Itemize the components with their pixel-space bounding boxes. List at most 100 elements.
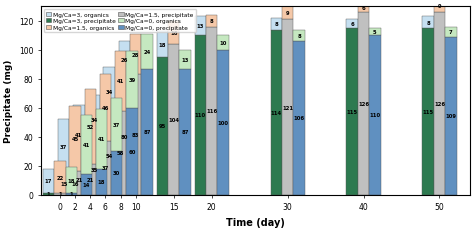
Bar	[168, 45, 180, 195]
Bar	[206, 27, 218, 195]
Bar	[156, 58, 168, 195]
Text: 21: 21	[87, 177, 94, 182]
Text: 1: 1	[58, 191, 62, 197]
Text: 114: 114	[271, 110, 282, 115]
Text: 18: 18	[98, 179, 105, 184]
Bar	[206, 16, 218, 27]
Bar	[115, 111, 126, 195]
Bar	[156, 32, 168, 58]
Bar	[73, 105, 84, 164]
Bar	[141, 35, 153, 69]
Text: 1: 1	[69, 191, 73, 197]
Text: 34: 34	[106, 90, 113, 95]
Legend: Mg/Ca=3, organics, Mg/Ca=3, precipitate, Mg/Ca=1.5, organics, Mg/Ca=1.5, precipi: Mg/Ca=3, organics, Mg/Ca=3, precipitate,…	[44, 10, 196, 33]
Bar	[282, 7, 293, 20]
Text: 15: 15	[60, 182, 67, 186]
Bar	[218, 36, 229, 51]
Text: 22: 22	[56, 175, 64, 180]
Text: 106: 106	[293, 116, 305, 121]
Text: 8: 8	[426, 21, 430, 26]
Text: 28: 28	[132, 52, 139, 57]
Text: 115: 115	[422, 109, 434, 114]
Text: 121: 121	[282, 105, 293, 110]
Text: 39: 39	[128, 78, 136, 83]
Bar	[58, 120, 69, 173]
Text: 58: 58	[117, 150, 124, 155]
Bar	[434, 0, 445, 13]
Bar	[422, 29, 434, 195]
Text: 8: 8	[210, 19, 214, 24]
Bar	[100, 75, 111, 141]
Text: 5: 5	[373, 30, 377, 35]
Text: 104: 104	[168, 117, 179, 122]
Bar	[195, 17, 206, 36]
Bar	[111, 98, 122, 152]
Bar	[43, 169, 54, 193]
Text: 41: 41	[98, 137, 105, 142]
Bar	[130, 35, 141, 75]
Bar	[358, 4, 369, 13]
Bar	[358, 13, 369, 195]
Bar	[422, 17, 434, 29]
Bar	[96, 169, 107, 195]
Bar	[369, 29, 381, 36]
Text: 41: 41	[75, 132, 82, 137]
Text: 24: 24	[144, 49, 151, 55]
Text: 7: 7	[449, 30, 453, 35]
Bar	[141, 69, 153, 195]
Text: 116: 116	[206, 109, 217, 114]
Text: 26: 26	[121, 58, 128, 63]
Text: 95: 95	[159, 124, 166, 129]
Text: 30: 30	[113, 171, 120, 176]
Text: 16: 16	[170, 31, 177, 36]
X-axis label: Time (day): Time (day)	[226, 217, 285, 227]
Bar	[180, 69, 191, 195]
Text: 18: 18	[67, 178, 75, 183]
Bar	[293, 42, 305, 195]
Bar	[88, 144, 100, 195]
Bar	[346, 20, 358, 29]
Text: 110: 110	[369, 113, 381, 118]
Text: 80: 80	[121, 135, 128, 140]
Text: 109: 109	[446, 114, 456, 119]
Bar	[445, 27, 456, 38]
Bar	[115, 52, 126, 111]
Text: 8: 8	[297, 34, 301, 39]
Bar	[84, 164, 96, 195]
Text: 83: 83	[132, 132, 139, 137]
Text: 41: 41	[117, 79, 124, 84]
Text: 21: 21	[75, 177, 82, 182]
Bar	[88, 95, 100, 144]
Text: 45: 45	[72, 137, 79, 142]
Bar	[218, 51, 229, 195]
Text: 87: 87	[182, 130, 189, 134]
Bar	[445, 38, 456, 195]
Text: 6: 6	[350, 22, 354, 27]
Text: 115: 115	[346, 109, 358, 114]
Bar	[103, 68, 115, 117]
Text: 41: 41	[83, 143, 90, 148]
Bar	[54, 162, 65, 193]
Text: 17: 17	[45, 179, 52, 184]
Text: 110: 110	[195, 113, 206, 118]
Bar	[346, 29, 358, 195]
Bar	[282, 20, 293, 195]
Text: 1: 1	[46, 191, 50, 197]
Bar	[369, 36, 381, 195]
Text: 6: 6	[362, 6, 365, 11]
Text: 9: 9	[286, 11, 290, 16]
Bar	[100, 141, 111, 195]
Bar	[271, 30, 282, 195]
Text: 34: 34	[91, 117, 98, 122]
Bar	[434, 13, 445, 195]
Text: 46: 46	[102, 106, 109, 111]
Bar	[81, 116, 92, 175]
Bar	[65, 193, 77, 195]
Bar	[84, 90, 96, 164]
Bar	[111, 152, 122, 195]
Text: 100: 100	[218, 120, 228, 125]
Bar	[126, 108, 137, 195]
Bar	[180, 51, 191, 69]
Text: 9: 9	[438, 4, 441, 9]
Bar	[293, 30, 305, 42]
